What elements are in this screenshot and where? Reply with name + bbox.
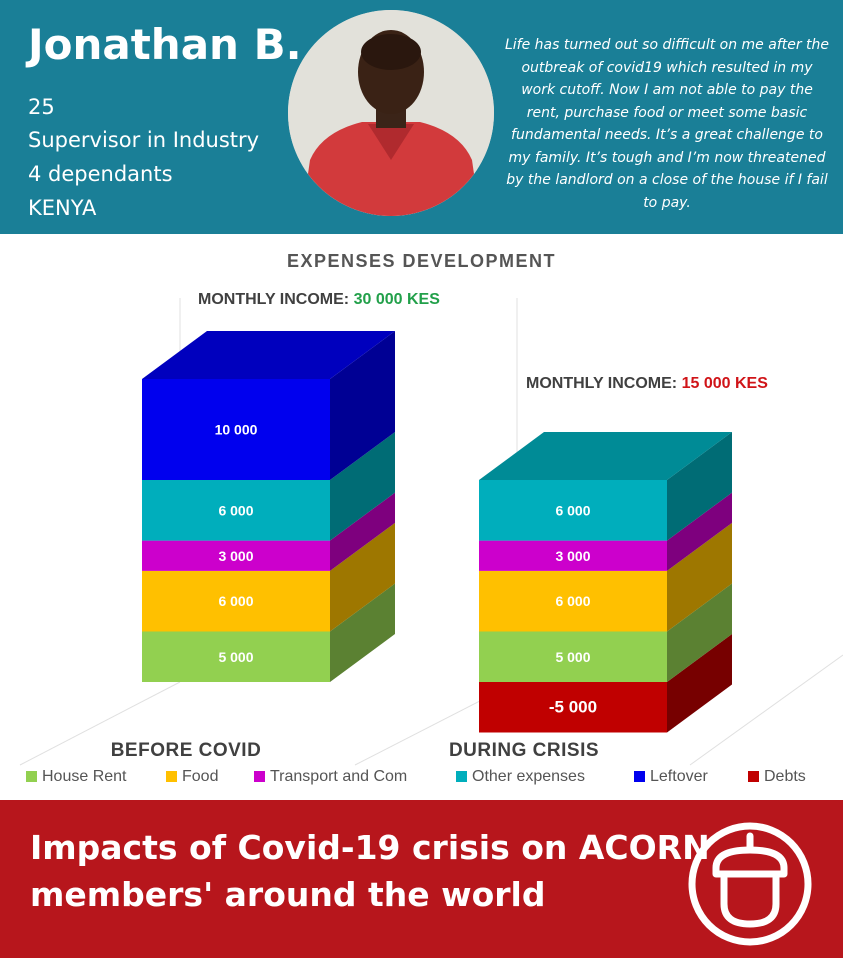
bar-segment: 5 000 [479, 583, 732, 682]
person-photo [288, 10, 494, 216]
legend-swatch [166, 771, 177, 782]
legend-swatch [748, 771, 759, 782]
bar-value-label: 6 000 [218, 593, 253, 609]
legend-label: Food [182, 768, 219, 785]
footer-banner: Impacts of Covid-19 crisis on ACORN memb… [0, 800, 843, 958]
income-label-before: MONTHLY INCOME: 30 000 KES [198, 291, 440, 308]
footer-title-line1: Impacts of Covid-19 crisis on ACORN [30, 828, 710, 867]
legend-swatch [634, 771, 645, 782]
bar-segment: 6 000 [142, 522, 395, 632]
person-quote: Life has turned out so difficult on me a… [504, 37, 830, 211]
bar-segment: -5 000 [479, 634, 732, 733]
category-label: DURING CRISIS [449, 740, 599, 761]
chart-legend: House Rent Food Transport and Com Other exp… [26, 768, 826, 790]
person-country: KENYA [28, 196, 97, 220]
legend-swatch [254, 771, 265, 782]
bar-value-label: 10 000 [215, 422, 258, 438]
bar-value-label: 3 000 [218, 548, 253, 564]
legend-item: Debts [748, 768, 806, 786]
person-dependants: 4 dependants [28, 162, 173, 186]
legend-item: House Rent [26, 768, 127, 786]
chart-bars: 5 000 6 000 3 000 6 000 10 000 -5 000 5 000 6 0… [142, 331, 732, 733]
legend-item: Transport and Com [254, 768, 407, 786]
chart-category-labels: BEFORE COVID DURING CRISIS [111, 740, 599, 761]
chart-title: EXPENSES DEVELOPMENT [286, 251, 557, 271]
income-value-before: 30 000 KES [353, 291, 440, 308]
expenses-chart: 5 000 6 000 3 000 6 000 10 000 -5 000 5 000 6 0… [19, 298, 843, 766]
person-photo-illustration [288, 10, 494, 216]
bar-segment: 3 000 [142, 492, 395, 571]
bar-value-label: 6 000 [218, 502, 253, 518]
bar-value-label: 6 000 [555, 593, 590, 609]
bar-value-label: 5 000 [555, 649, 590, 665]
income-value-during: 15 000 KES [681, 375, 768, 392]
legend-label: House Rent [42, 768, 127, 785]
legend-label: Other expenses [472, 768, 585, 785]
bar-segment: 6 000 [142, 432, 395, 541]
person-name: Jonathan B. [28, 20, 302, 69]
footer-title: Impacts of Covid-19 crisis on ACORN memb… [30, 824, 710, 918]
person-job: Supervisor in Industry [28, 128, 260, 152]
bar-top-face [142, 331, 395, 379]
footer-title-line2: members' around the world [30, 875, 546, 914]
legend-swatch [26, 771, 37, 782]
legend-item: Food [166, 768, 218, 786]
bar-segment: 6 000 [479, 522, 732, 632]
acorn-logo-icon [688, 822, 812, 946]
income-label-during: MONTHLY INCOME: 15 000 KES [526, 375, 768, 392]
bar-segment: 6 000 [479, 432, 732, 541]
person-age: 25 [28, 95, 55, 119]
legend-label: Leftover [650, 768, 708, 785]
legend-label: Debts [764, 768, 806, 785]
bar-value-label: 6 000 [555, 502, 590, 518]
legend-swatch [456, 771, 467, 782]
bar-segment: 10 000 [142, 331, 395, 480]
bar-value-label: -5 000 [549, 697, 597, 716]
profile-header: Jonathan B. 25 Supervisor in Industry 4 … [0, 0, 843, 234]
legend-item: Leftover [634, 768, 708, 786]
legend-item: Other expenses [456, 768, 585, 786]
legend-label: Transport and Com [270, 768, 408, 785]
bar-segment: 5 000 [142, 583, 395, 682]
bar-segment: 3 000 [479, 492, 732, 571]
bar-value-label: 5 000 [218, 649, 253, 665]
category-label: BEFORE COVID [111, 740, 262, 761]
bar-top-face [479, 432, 732, 480]
bar-value-label: 3 000 [555, 548, 590, 564]
